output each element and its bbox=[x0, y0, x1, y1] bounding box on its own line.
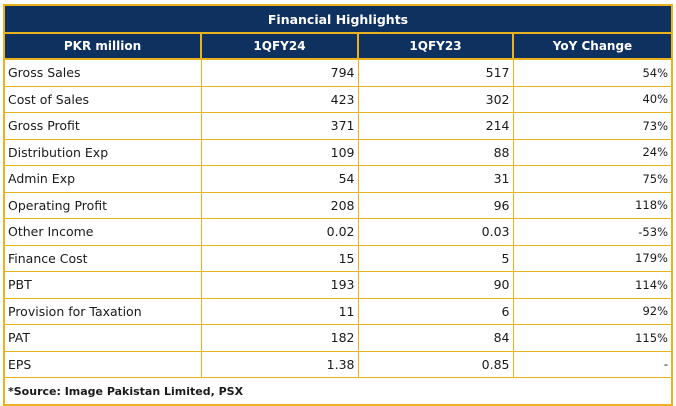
row-label: Other Income bbox=[3, 218, 202, 246]
value-1qfy24: 11 bbox=[200, 297, 359, 325]
row-label: EPS bbox=[3, 350, 202, 378]
financial-highlights-table: Financial Highlights PKR million 1QFY24 … bbox=[3, 4, 673, 406]
row-label: Gross Profit bbox=[3, 112, 202, 140]
table-row: Provision for Taxation 11 6 92% bbox=[3, 297, 673, 325]
table-row: PBT 193 90 114% bbox=[3, 271, 673, 299]
value-yoy-change: 24% bbox=[512, 138, 673, 166]
value-yoy-change: 115% bbox=[512, 324, 673, 352]
row-label: PAT bbox=[3, 324, 202, 352]
value-1qfy24: 109 bbox=[200, 138, 359, 166]
value-1qfy24: 193 bbox=[200, 271, 359, 299]
table-row: Gross Sales 794 517 54% bbox=[3, 58, 673, 87]
value-1qfy23: 90 bbox=[357, 271, 514, 299]
value-yoy-change: 179% bbox=[512, 244, 673, 272]
table-row: Finance Cost 15 5 179% bbox=[3, 244, 673, 272]
source-note: *Source: Image Pakistan Limited, PSX bbox=[3, 377, 673, 406]
source-row: *Source: Image Pakistan Limited, PSX bbox=[3, 377, 673, 406]
column-header-1qfy24: 1QFY24 bbox=[200, 32, 359, 60]
value-1qfy24: 423 bbox=[200, 85, 359, 113]
value-1qfy23: 5 bbox=[357, 244, 514, 272]
row-label: Finance Cost bbox=[3, 244, 202, 272]
row-label: Operating Profit bbox=[3, 191, 202, 219]
table-row: Gross Profit 371 214 73% bbox=[3, 112, 673, 140]
column-header-pkr-million: PKR million bbox=[3, 32, 202, 60]
value-1qfy23: 0.85 bbox=[357, 350, 514, 378]
value-yoy-change: 73% bbox=[512, 112, 673, 140]
financial-highlights-table-container: Financial Highlights PKR million 1QFY24 … bbox=[3, 4, 673, 406]
value-1qfy23: 96 bbox=[357, 191, 514, 219]
value-1qfy24: 208 bbox=[200, 191, 359, 219]
value-1qfy24: 0.02 bbox=[200, 218, 359, 246]
value-1qfy24: 15 bbox=[200, 244, 359, 272]
value-1qfy23: 214 bbox=[357, 112, 514, 140]
table-row: Other Income 0.02 0.03 -53% bbox=[3, 218, 673, 246]
value-1qfy24: 1.38 bbox=[200, 350, 359, 378]
value-1qfy23: 88 bbox=[357, 138, 514, 166]
value-yoy-change: 118% bbox=[512, 191, 673, 219]
table-row: Cost of Sales 423 302 40% bbox=[3, 85, 673, 113]
row-label: Gross Sales bbox=[3, 58, 202, 87]
row-label: PBT bbox=[3, 271, 202, 299]
table-title: Financial Highlights bbox=[3, 4, 673, 34]
value-1qfy23: 6 bbox=[357, 297, 514, 325]
value-1qfy24: 54 bbox=[200, 165, 359, 193]
row-label: Distribution Exp bbox=[3, 138, 202, 166]
value-1qfy23: 84 bbox=[357, 324, 514, 352]
column-header-yoy-change: YoY Change bbox=[512, 32, 673, 60]
value-yoy-change: 114% bbox=[512, 271, 673, 299]
table-row: PAT 182 84 115% bbox=[3, 324, 673, 352]
row-label: Provision for Taxation bbox=[3, 297, 202, 325]
value-yoy-change: 75% bbox=[512, 165, 673, 193]
value-1qfy23: 302 bbox=[357, 85, 514, 113]
value-yoy-change: -53% bbox=[512, 218, 673, 246]
value-yoy-change: - bbox=[512, 350, 673, 378]
value-1qfy23: 517 bbox=[357, 58, 514, 87]
table-header-row: PKR million 1QFY24 1QFY23 YoY Change bbox=[3, 32, 673, 60]
row-label: Admin Exp bbox=[3, 165, 202, 193]
value-yoy-change: 92% bbox=[512, 297, 673, 325]
table-row: Admin Exp 54 31 75% bbox=[3, 165, 673, 193]
value-1qfy24: 182 bbox=[200, 324, 359, 352]
row-label: Cost of Sales bbox=[3, 85, 202, 113]
table-row: Operating Profit 208 96 118% bbox=[3, 191, 673, 219]
value-yoy-change: 54% bbox=[512, 58, 673, 87]
table-row: Distribution Exp 109 88 24% bbox=[3, 138, 673, 166]
value-1qfy23: 0.03 bbox=[357, 218, 514, 246]
table-title-row: Financial Highlights bbox=[3, 4, 673, 34]
value-1qfy23: 31 bbox=[357, 165, 514, 193]
column-header-1qfy23: 1QFY23 bbox=[357, 32, 514, 60]
table-row: EPS 1.38 0.85- bbox=[3, 350, 673, 378]
value-yoy-change: 40% bbox=[512, 85, 673, 113]
value-1qfy24: 794 bbox=[200, 58, 359, 87]
value-1qfy24: 371 bbox=[200, 112, 359, 140]
